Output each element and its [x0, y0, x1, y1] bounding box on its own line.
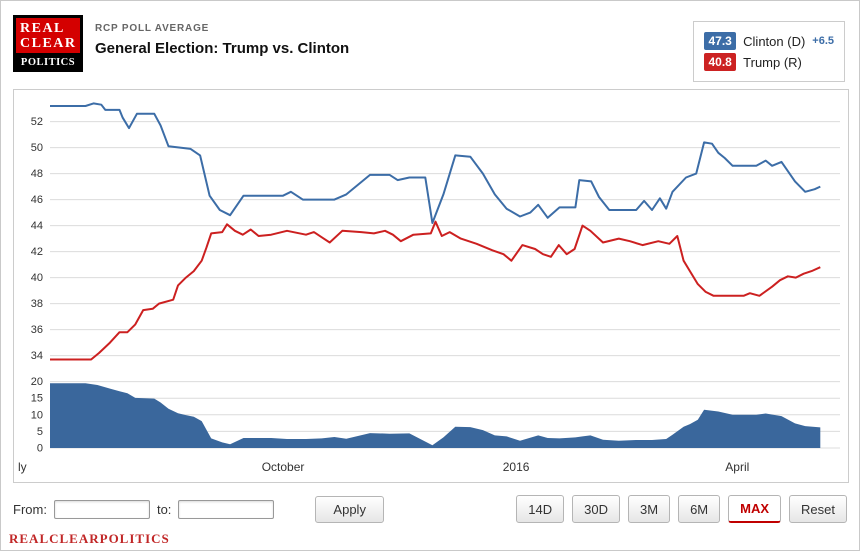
footer-brand: REALCLEARPOLITICS — [9, 531, 170, 546]
main-poll-chart[interactable]: 34 36 38 40 42 44 46 48 50 52 — [14, 90, 848, 372]
to-date-input[interactable] — [178, 499, 275, 519]
svg-text:34: 34 — [31, 350, 43, 362]
svg-text:48: 48 — [31, 168, 43, 180]
chart-box: 34 36 38 40 42 44 46 48 50 52 0 5 10 15 20 ly October 2… — [13, 89, 849, 483]
svg-text:40: 40 — [31, 272, 43, 284]
poll-average-kicker: RCP POLL AVERAGE — [95, 23, 210, 34]
range-button-3m[interactable]: 3M — [628, 495, 671, 523]
page-title: General Election: Trump vs. Clinton — [95, 40, 350, 57]
spread-area-chart[interactable]: 0 5 10 15 20 — [14, 372, 848, 456]
clinton-value-badge: 47.3 — [704, 32, 737, 50]
svg-text:36: 36 — [31, 324, 43, 336]
clinton-lead-value: +6.5 — [812, 35, 834, 47]
svg-text:10: 10 — [31, 409, 43, 421]
from-date-input[interactable] — [53, 499, 150, 519]
x-axis-labels: ly October 2016 April — [14, 456, 848, 480]
range-button-max[interactable]: MAX — [728, 495, 782, 523]
range-buttons: 14D 30D 3M 6M MAX Reset — [516, 495, 847, 523]
x-axis-label: 2016 — [502, 460, 530, 474]
svg-text:20: 20 — [31, 376, 43, 388]
rcp-logo-line-real: REAL — [20, 21, 65, 36]
rcp-logo-red-block: REAL CLEAR — [16, 18, 80, 53]
range-button-30d[interactable]: 30D — [572, 495, 621, 523]
apply-button[interactable]: Apply — [315, 495, 384, 523]
legend-row-clinton: 47.3 Clinton (D) +6.5 — [704, 32, 834, 50]
legend-row-trump: 40.8 Trump (R) — [704, 53, 834, 71]
rcp-logo-line-clear: CLEAR — [20, 36, 77, 51]
clinton-label: Clinton (D) — [743, 33, 806, 49]
svg-text:52: 52 — [31, 116, 43, 128]
svg-text:38: 38 — [31, 298, 43, 310]
svg-text:42: 42 — [31, 246, 43, 258]
range-button-6m[interactable]: 6M — [678, 495, 721, 523]
svg-text:46: 46 — [31, 194, 43, 206]
x-axis-label: April — [725, 460, 750, 474]
chart-controls: From: to: Apply 14D 30D 3M 6M MAX Reset — [13, 495, 847, 523]
from-label: From: — [13, 501, 47, 517]
svg-text:5: 5 — [37, 426, 43, 438]
to-label: to: — [156, 501, 172, 517]
range-button-14d[interactable]: 14D — [516, 495, 565, 523]
header-titles: RCP POLL AVERAGE General Election: Trump… — [95, 23, 349, 57]
svg-text:15: 15 — [31, 393, 43, 405]
rcp-logo-line-politics: POLITICS — [20, 57, 76, 68]
svg-text:50: 50 — [31, 142, 43, 154]
trump-label: Trump (R) — [743, 54, 802, 70]
svg-text:0: 0 — [37, 443, 43, 455]
legend-box: 47.3 Clinton (D) +6.5 40.8 Trump (R) — [693, 21, 845, 82]
trump-value-badge: 40.8 — [704, 53, 737, 71]
rcp-logo[interactable]: REAL CLEAR POLITICS — [13, 15, 83, 72]
date-range-form: From: to: Apply — [13, 495, 384, 523]
svg-text:44: 44 — [31, 220, 43, 232]
x-axis-label: ly — [18, 460, 27, 474]
x-axis-label: October — [261, 460, 305, 474]
reset-button[interactable]: Reset — [789, 495, 847, 523]
